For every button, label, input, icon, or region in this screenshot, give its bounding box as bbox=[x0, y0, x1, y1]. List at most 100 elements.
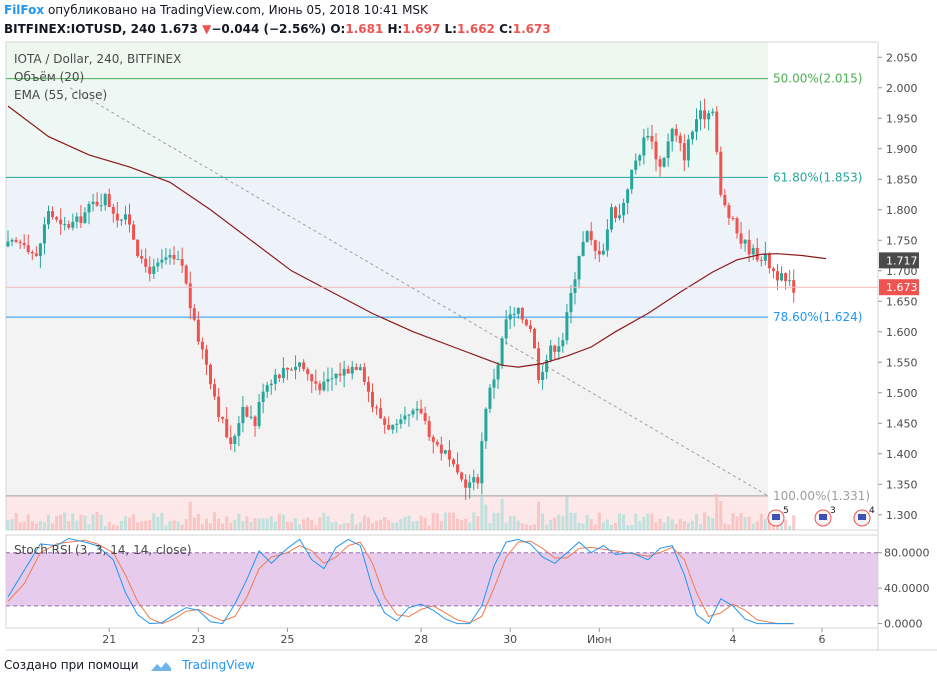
candle-body bbox=[516, 308, 520, 314]
tradingview-link[interactable]: TradingView bbox=[182, 658, 255, 672]
candle-body bbox=[354, 366, 358, 370]
volume-bar bbox=[213, 512, 217, 530]
volume-bar bbox=[221, 523, 225, 530]
candle-body bbox=[468, 482, 472, 488]
candle-body bbox=[144, 258, 148, 267]
volume-bar bbox=[71, 513, 75, 530]
volume-bar bbox=[553, 517, 557, 530]
tradingview-logo-icon bbox=[151, 661, 172, 671]
volume-bar bbox=[265, 518, 269, 530]
candle-body bbox=[638, 155, 642, 161]
candle-body bbox=[597, 250, 601, 255]
candle-body bbox=[747, 239, 751, 255]
last-price: 1.673 bbox=[159, 22, 198, 36]
volume-bar bbox=[419, 515, 423, 530]
candle-body bbox=[233, 435, 237, 444]
volume-bar bbox=[524, 524, 528, 530]
volume-bar bbox=[371, 523, 374, 530]
volume-bar bbox=[609, 524, 613, 530]
candle-body bbox=[334, 373, 338, 379]
volume-bar bbox=[622, 514, 626, 530]
volume-bar bbox=[411, 521, 415, 530]
volume-bar bbox=[160, 512, 164, 530]
candle-body bbox=[318, 383, 322, 391]
candle-body bbox=[654, 141, 658, 160]
candle-body bbox=[480, 441, 484, 484]
volume-bar bbox=[196, 513, 200, 530]
candle-body bbox=[573, 279, 577, 294]
candle-body bbox=[731, 218, 735, 220]
volume-bar bbox=[686, 523, 690, 530]
volume-bar bbox=[34, 523, 38, 530]
candle-body bbox=[83, 212, 87, 223]
candle-body bbox=[788, 280, 792, 282]
volume-bar bbox=[330, 522, 334, 530]
volume-bar bbox=[14, 512, 18, 530]
ema-legend[interactable]: EMA (55, close) bbox=[14, 88, 108, 102]
volume-bar bbox=[375, 520, 379, 530]
candle-body bbox=[646, 135, 650, 138]
candle-body bbox=[500, 338, 504, 366]
volume-bar bbox=[366, 517, 370, 530]
volume-bar bbox=[257, 518, 261, 530]
rsi-band bbox=[6, 552, 878, 606]
volume-bar bbox=[715, 494, 719, 530]
price-tick-label: 1.500 bbox=[886, 387, 918, 400]
candle-body bbox=[439, 444, 443, 454]
volume-bar bbox=[496, 512, 500, 530]
volume-bar bbox=[204, 518, 208, 530]
volume-bar bbox=[30, 521, 34, 530]
rsi-d-line bbox=[7, 539, 794, 625]
candle-body bbox=[771, 268, 775, 272]
volume-bar bbox=[119, 520, 123, 530]
candle-body bbox=[375, 407, 379, 409]
fib-zone-top bbox=[6, 42, 768, 79]
volume-bar bbox=[310, 519, 314, 530]
volume-bar bbox=[144, 520, 148, 530]
volume-bar bbox=[415, 520, 419, 530]
rsi-legend[interactable]: Stoch RSI (3, 3, 14, 14, close) bbox=[14, 543, 192, 557]
candle-body bbox=[140, 256, 144, 259]
candle-body bbox=[192, 308, 196, 320]
low-value: 1.662 bbox=[456, 22, 495, 36]
volume-bar bbox=[638, 520, 642, 530]
candle-body bbox=[508, 314, 512, 320]
candle-body bbox=[379, 408, 383, 419]
volume-bar bbox=[99, 515, 103, 530]
candle-body bbox=[520, 308, 524, 320]
candle-body bbox=[330, 378, 334, 380]
author-name[interactable]: FilFox bbox=[4, 3, 45, 17]
rsi-k-line bbox=[7, 537, 794, 625]
candle-body bbox=[269, 383, 273, 386]
close-value: 1.673 bbox=[512, 22, 551, 36]
volume-bar bbox=[581, 523, 585, 530]
candle-body bbox=[589, 231, 593, 241]
candle-body bbox=[776, 271, 779, 281]
volume-bar bbox=[277, 513, 281, 530]
volume-bar bbox=[601, 522, 605, 530]
volume-bar bbox=[111, 524, 115, 530]
flag-icon bbox=[858, 514, 866, 520]
candle-body bbox=[443, 450, 447, 454]
symbol-line: BITFINEX:IOTUSD, 240 bbox=[4, 22, 156, 36]
volume-legend[interactable]: Объём (20) bbox=[14, 70, 85, 84]
price-tick-label: 1.300 bbox=[886, 509, 918, 522]
candle-body bbox=[472, 477, 476, 483]
candle-body bbox=[257, 402, 261, 427]
candle-body bbox=[460, 472, 464, 480]
candle-body bbox=[464, 479, 468, 488]
published-text: опубликовано на TradingView.com, Июнь 05… bbox=[47, 3, 428, 17]
volume-bar bbox=[342, 523, 346, 530]
candle-body bbox=[452, 459, 455, 465]
volume-bar bbox=[573, 512, 577, 530]
candle-body bbox=[719, 151, 723, 195]
volume-bar bbox=[358, 522, 362, 530]
volume-bar bbox=[626, 525, 630, 530]
candle-body bbox=[456, 464, 460, 473]
candle-body bbox=[249, 416, 253, 418]
candle-body bbox=[87, 204, 91, 213]
candle-body bbox=[699, 110, 703, 120]
candle-body bbox=[75, 216, 79, 222]
candle-body bbox=[160, 259, 164, 263]
volume-bar bbox=[379, 519, 383, 530]
